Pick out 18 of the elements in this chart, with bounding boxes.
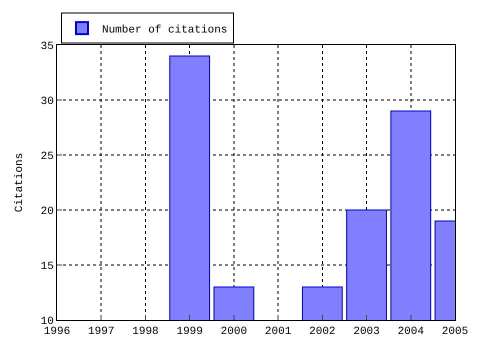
x-tick-label: 1998 [132,326,159,338]
x-tick-label: 2000 [220,326,248,338]
x-tick-label: 1996 [44,326,70,338]
x-tick-label: 1997 [88,326,114,338]
x-tick-label: 1999 [176,326,203,338]
y-tick-label: 35 [40,40,54,53]
y-tick-label: 30 [40,96,54,108]
y-axis-title: Citations [14,152,26,212]
x-tick-label: 2005 [442,326,468,338]
x-tick-label: 2002 [309,326,336,338]
y-tick-label: 15 [40,260,54,273]
x-tick-label: 2003 [353,326,380,338]
y-tick-label: 20 [40,206,54,218]
x-tick-label: 2004 [398,326,424,338]
y-tick-label: 25 [40,150,54,163]
y-tick-label: 10 [40,316,54,328]
legend-label: Number of citations [102,24,228,36]
x-tick-label: 2001 [264,326,292,338]
